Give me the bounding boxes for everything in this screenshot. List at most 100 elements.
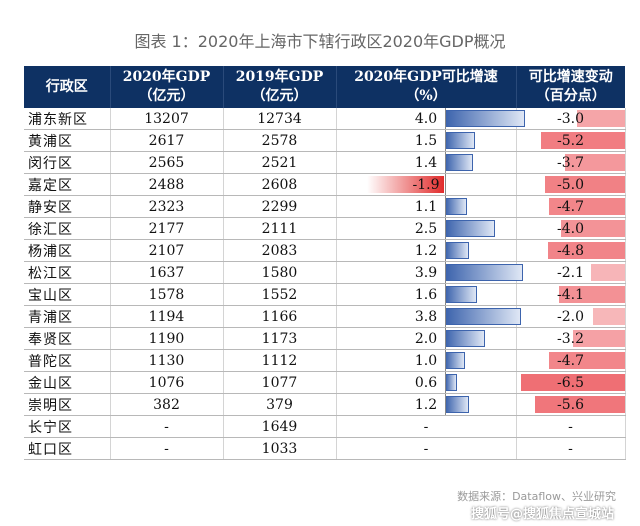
change-cell: -3.7 <box>516 151 626 174</box>
growth-value: 3.8 <box>414 308 438 325</box>
growth-cell: 1.4 <box>336 151 517 174</box>
gdp2019-value: 2578 <box>223 129 337 152</box>
growth-bar <box>444 132 475 149</box>
change-value: -4.0 <box>557 220 584 237</box>
growth-value: 2.0 <box>414 330 438 347</box>
growth-cell: 1.2 <box>336 239 517 262</box>
district-name: 宝山区 <box>24 283 111 306</box>
gdp2020-value: 2617 <box>110 129 224 152</box>
header-gdp2019: 2019年GDP （亿元） <box>223 66 337 108</box>
table-row: 闵行区 2565 2521 1.4 -3.7 <box>24 151 626 174</box>
growth-value: -1.9 <box>412 176 440 193</box>
gdp2020-value: 1076 <box>110 371 224 394</box>
chart-title: 图表 1：2020年上海市下辖行政区2020年GDP概况 <box>134 32 506 51</box>
table-row: 金山区 1076 1077 0.6 -6.5 <box>24 371 626 394</box>
growth-bar <box>444 330 485 347</box>
growth-axis-line <box>444 350 446 371</box>
growth-bar <box>444 286 477 303</box>
growth-cell: 1.5 <box>336 129 517 152</box>
gdp2020-value: 2488 <box>110 173 224 196</box>
growth-axis-line <box>444 262 446 283</box>
growth-axis-line <box>444 196 446 217</box>
growth-axis-line <box>444 218 446 239</box>
change-bar <box>565 154 625 171</box>
change-cell: -3.2 <box>516 327 626 350</box>
growth-bar <box>444 220 495 237</box>
growth-value: 3.9 <box>414 264 438 281</box>
growth-axis-line <box>444 240 446 261</box>
change-value: -4.7 <box>557 198 584 215</box>
change-cell: -4.0 <box>516 217 626 240</box>
growth-value: 2.5 <box>414 220 438 237</box>
table-row: 宝山区 1578 1552 1.6 -4.1 <box>24 283 626 306</box>
gdp2019-value: 1649 <box>223 415 337 438</box>
table-row: 黄浦区 2617 2578 1.5 -5.2 <box>24 129 626 152</box>
change-cell: -4.7 <box>516 195 626 218</box>
growth-cell: 0.6 <box>336 371 517 394</box>
change-value: -5.6 <box>557 396 584 413</box>
header-district: 行政区 <box>24 66 111 108</box>
growth-value: 4.0 <box>414 110 438 127</box>
change-bar <box>576 110 625 127</box>
table-row: 崇明区 382 379 1.2 -5.6 <box>24 393 626 416</box>
gdp2019-value: 2608 <box>223 173 337 196</box>
change-cell: -4.1 <box>516 283 626 306</box>
table-row: 奉贤区 1190 1173 2.0 -3.2 <box>24 327 626 350</box>
change-value: -3.2 <box>557 330 584 347</box>
growth-cell: - <box>336 415 517 438</box>
gdp2020-value: 2323 <box>110 195 224 218</box>
gdp2020-value: 2107 <box>110 239 224 262</box>
growth-axis-line <box>444 108 446 129</box>
gdp2019-value: 1173 <box>223 327 337 350</box>
gdp2019-value: 379 <box>223 393 337 416</box>
gdp2019-value: 2299 <box>223 195 337 218</box>
growth-bar <box>444 308 521 325</box>
growth-cell: 2.5 <box>336 217 517 240</box>
change-cell: - <box>516 415 626 438</box>
gdp2020-value: - <box>110 415 224 438</box>
change-bar <box>541 132 625 149</box>
gdp2020-value: 1578 <box>110 283 224 306</box>
district-name: 崇明区 <box>24 393 111 416</box>
growth-axis-line <box>444 394 446 415</box>
header-row: 行政区 2020年GDP （亿元） 2019年GDP （亿元） 2020年GDP可比… <box>24 66 625 108</box>
growth-value: 1.4 <box>414 154 438 171</box>
gdp2019-value: 2521 <box>223 151 337 174</box>
growth-value: - <box>423 440 429 457</box>
change-value: -4.1 <box>557 286 584 303</box>
change-value: -3.0 <box>557 110 584 127</box>
gdp2020-value: 382 <box>110 393 224 416</box>
change-value: -5.2 <box>557 132 584 149</box>
change-cell: - <box>516 437 626 460</box>
gdp2020-value: 1637 <box>110 261 224 284</box>
change-bar <box>544 176 625 193</box>
growth-cell: 1.1 <box>336 195 517 218</box>
change-value: -5.0 <box>557 176 584 193</box>
change-bar <box>592 308 625 325</box>
growth-value: 1.5 <box>414 132 438 149</box>
change-value: - <box>568 440 573 457</box>
table-row: 徐汇区 2177 2111 2.5 -4.0 <box>24 217 626 240</box>
change-bar <box>573 330 625 347</box>
growth-axis-line <box>444 284 446 305</box>
gdp2019-value: 1552 <box>223 283 337 306</box>
growth-cell: 3.9 <box>336 261 523 284</box>
gdp2019-value: 2111 <box>223 217 337 240</box>
gdp-table: 行政区 2020年GDP （亿元） 2019年GDP （亿元） 2020年GDP可比… <box>24 66 626 460</box>
table-body: 浦东新区 13207 12734 4.0 -3.0 黄浦区 2617 2578 1.5 -5.2 闵… <box>24 108 626 460</box>
gdp2019-value: 1033 <box>223 437 337 460</box>
change-bar <box>590 264 625 281</box>
district-name: 长宁区 <box>24 415 111 438</box>
growth-cell: - <box>336 437 517 460</box>
watermark: 搜狐号@搜狐焦点宣城站 <box>470 507 614 522</box>
growth-bar <box>444 198 467 215</box>
growth-bar <box>444 242 469 259</box>
growth-cell: 1.6 <box>336 283 517 306</box>
district-name: 嘉定区 <box>24 173 111 196</box>
growth-axis-line <box>444 174 446 195</box>
district-name: 虹口区 <box>24 437 111 460</box>
growth-value: 0.6 <box>414 374 438 391</box>
change-value: -3.7 <box>557 154 584 171</box>
growth-cell: -1.9 <box>336 173 517 196</box>
growth-cell: 3.8 <box>336 305 521 328</box>
